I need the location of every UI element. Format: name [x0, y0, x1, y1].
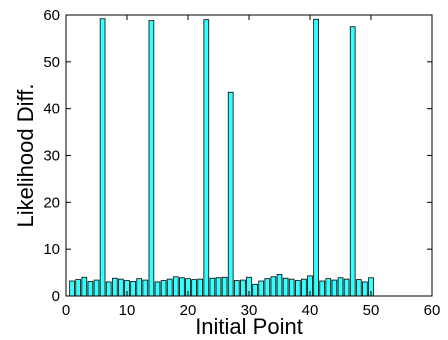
bar-14 — [148, 20, 155, 297]
bar-19 — [179, 277, 185, 297]
bar-41 — [313, 18, 319, 297]
bar-48 — [355, 279, 362, 297]
bar-35 — [276, 274, 283, 297]
bar-27 — [227, 91, 234, 297]
ticks-group: 0 10 20 30 40 50 60 0 10 20 30 40 50 60 — [43, 7, 440, 319]
bar-47 — [349, 26, 356, 297]
bar-12 — [136, 278, 143, 297]
bar-46 — [343, 278, 350, 297]
bar-16 — [160, 280, 167, 297]
x-tick-label-40: 40 — [302, 302, 319, 319]
y-tick-label-30: 30 — [43, 148, 60, 165]
x-tick-label-0: 0 — [62, 302, 70, 319]
bar-23 — [203, 19, 210, 297]
y-axis-title: Likelihood Diff. — [13, 84, 38, 228]
y-tick-label-40: 40 — [43, 101, 60, 118]
bar-2 — [75, 279, 82, 297]
bar-38 — [294, 280, 301, 297]
bar-26 — [221, 276, 228, 297]
bar-37 — [288, 278, 295, 297]
bars-group — [69, 18, 374, 297]
y-tick-label-60: 60 — [43, 7, 60, 24]
x-axis-title: Initial Point — [195, 314, 303, 339]
y-tick-label-10: 10 — [43, 241, 60, 258]
bar-28 — [233, 280, 240, 297]
bar-8 — [111, 277, 118, 297]
bar-43 — [325, 278, 332, 297]
plot-frame — [65, 14, 433, 297]
bar-32 — [258, 280, 265, 297]
bar-6 — [99, 18, 106, 297]
bar-33 — [264, 278, 271, 297]
bar-36 — [282, 277, 289, 297]
x-tick-label-10: 10 — [119, 302, 136, 319]
bar-29 — [240, 279, 246, 297]
bar-42 — [319, 280, 326, 297]
bar-13 — [142, 279, 149, 297]
bar-34 — [270, 276, 277, 297]
bar-49 — [362, 281, 368, 297]
bar-18 — [172, 276, 179, 297]
bar-15 — [154, 281, 161, 297]
bar-9 — [118, 278, 124, 297]
bar-1 — [69, 280, 75, 297]
bar-22 — [197, 278, 204, 297]
bar-21 — [191, 279, 197, 297]
x-tick-label-30: 30 — [241, 302, 258, 319]
bar-17 — [166, 278, 173, 297]
y-tick-label-0: 0 — [52, 288, 60, 305]
y-tick-label-20: 20 — [43, 194, 60, 211]
x-tick-label-20: 20 — [180, 302, 197, 319]
bar-25 — [215, 277, 222, 297]
y-tick-label-50: 50 — [43, 54, 60, 71]
x-tick-label-60: 60 — [424, 302, 441, 319]
bar-24 — [209, 277, 216, 297]
x-tick-label-50: 50 — [363, 302, 380, 319]
bar-11 — [130, 281, 136, 297]
bar-5 — [93, 279, 100, 297]
bar-39 — [301, 278, 307, 297]
bar-31 — [252, 283, 258, 297]
bar-45 — [337, 277, 344, 297]
bar-44 — [331, 279, 338, 297]
bar-7 — [105, 281, 112, 297]
bar-3 — [81, 276, 88, 297]
bar-4 — [87, 281, 94, 297]
